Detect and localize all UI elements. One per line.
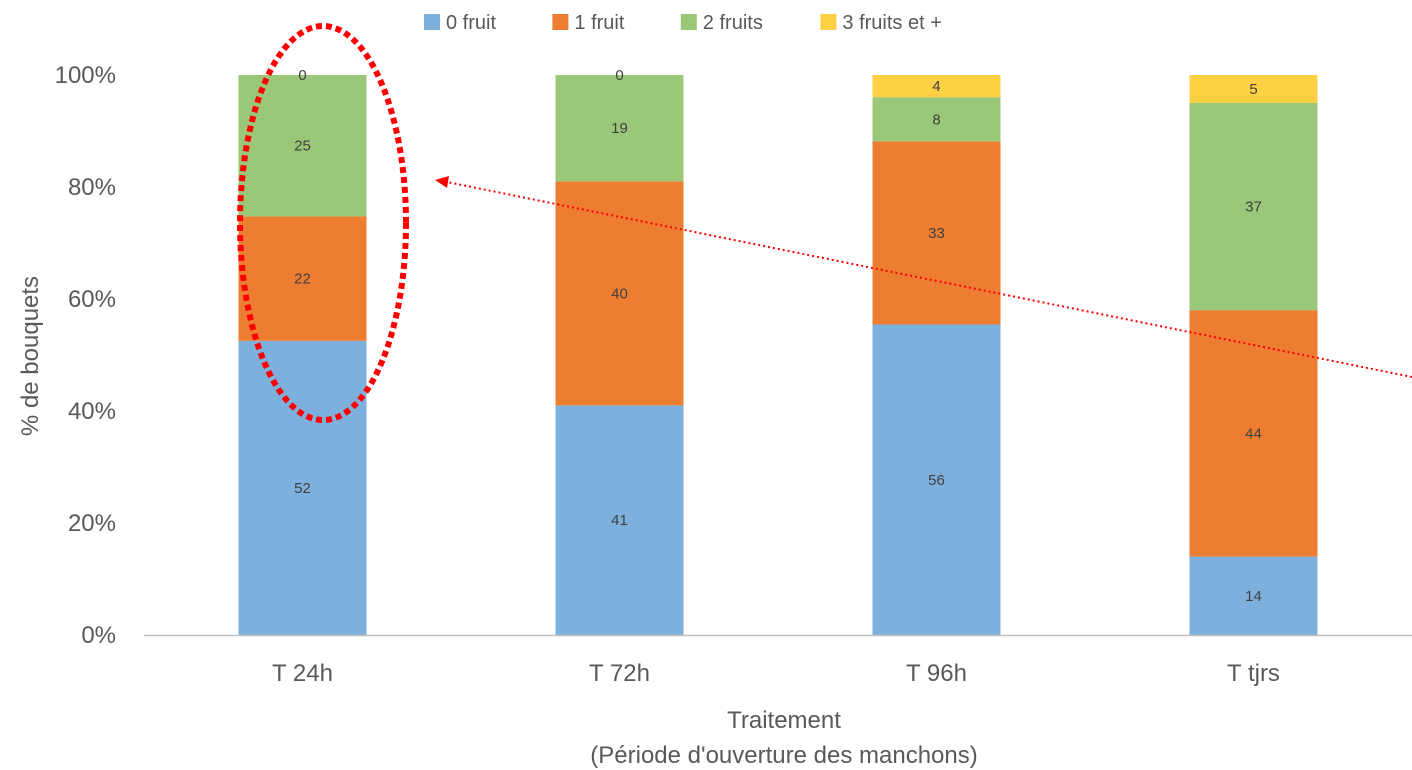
x-axis-subtitle: (Période d'ouverture des manchons)	[590, 742, 977, 769]
data-label: 52	[294, 480, 311, 497]
bar-segment	[1189, 103, 1318, 311]
y-axis: 0% 20% 40% 60% 80% 100%	[55, 62, 116, 649]
bars-group: 52 22 25 0 41 40 19 0 56 33 8 4 14 44 37 5	[238, 67, 1318, 635]
legend: 0 fruit 1 fruit 2 fruits 3 fruits et +	[424, 12, 942, 34]
data-label: 56	[928, 472, 945, 489]
legend-swatch	[424, 14, 440, 30]
data-label: 44	[1245, 425, 1262, 442]
bar-segment	[1189, 310, 1318, 557]
data-label: 41	[611, 512, 628, 529]
bar-segment	[1189, 556, 1318, 635]
data-label: 33	[928, 225, 945, 242]
arrow-head	[435, 176, 449, 188]
highlight-ellipse	[237, 23, 409, 423]
bar-segment	[1189, 75, 1318, 103]
bar-segment	[872, 141, 1001, 325]
data-label: 14	[1245, 588, 1262, 605]
bar-segment	[238, 216, 367, 341]
data-label: 40	[611, 285, 628, 302]
bar-segment	[872, 324, 1001, 635]
bar-segment	[238, 340, 367, 635]
legend-label: 1 fruit	[574, 12, 624, 34]
bar-segment	[872, 75, 1001, 98]
x-tick-label: T 96h	[906, 660, 967, 687]
legend-swatch	[680, 14, 697, 30]
x-tick-label: T 72h	[589, 660, 650, 687]
y-tick-label: 80%	[68, 174, 116, 201]
data-label: 19	[611, 120, 628, 137]
data-label: 37	[1245, 199, 1262, 216]
data-label: 4	[932, 78, 940, 95]
y-tick-label: 20%	[68, 510, 116, 537]
data-label: 0	[298, 67, 306, 84]
legend-swatch	[552, 14, 569, 30]
trend-arrow-line	[446, 181, 1412, 378]
legend-label: 2 fruits	[703, 12, 763, 34]
data-label: 25	[294, 138, 311, 155]
bar-segment	[555, 75, 684, 182]
x-axis: T 24h T 72h T 96h T tjrs	[144, 634, 1412, 687]
x-tick-label: T tjrs	[1227, 660, 1280, 687]
legend-label: 0 fruit	[446, 12, 496, 34]
data-label: 22	[294, 271, 311, 288]
y-tick-label: 40%	[68, 398, 116, 425]
bar-segment	[555, 181, 684, 406]
data-label: 5	[1249, 81, 1257, 98]
x-axis-title: Traitement	[727, 707, 841, 734]
bar-segment	[872, 97, 1001, 142]
x-tick-label: T 24h	[272, 660, 333, 687]
legend-label: 3 fruits et +	[842, 12, 942, 34]
annotations	[237, 23, 1412, 423]
bar-segment	[555, 405, 684, 635]
y-tick-label: 60%	[68, 286, 116, 313]
data-label: 0	[615, 67, 623, 84]
y-axis-title: % de bouquets	[17, 276, 44, 436]
data-label: 8	[932, 111, 940, 128]
y-tick-label: 0%	[81, 622, 116, 649]
y-tick-label: 100%	[55, 62, 116, 89]
legend-swatch	[820, 14, 837, 30]
